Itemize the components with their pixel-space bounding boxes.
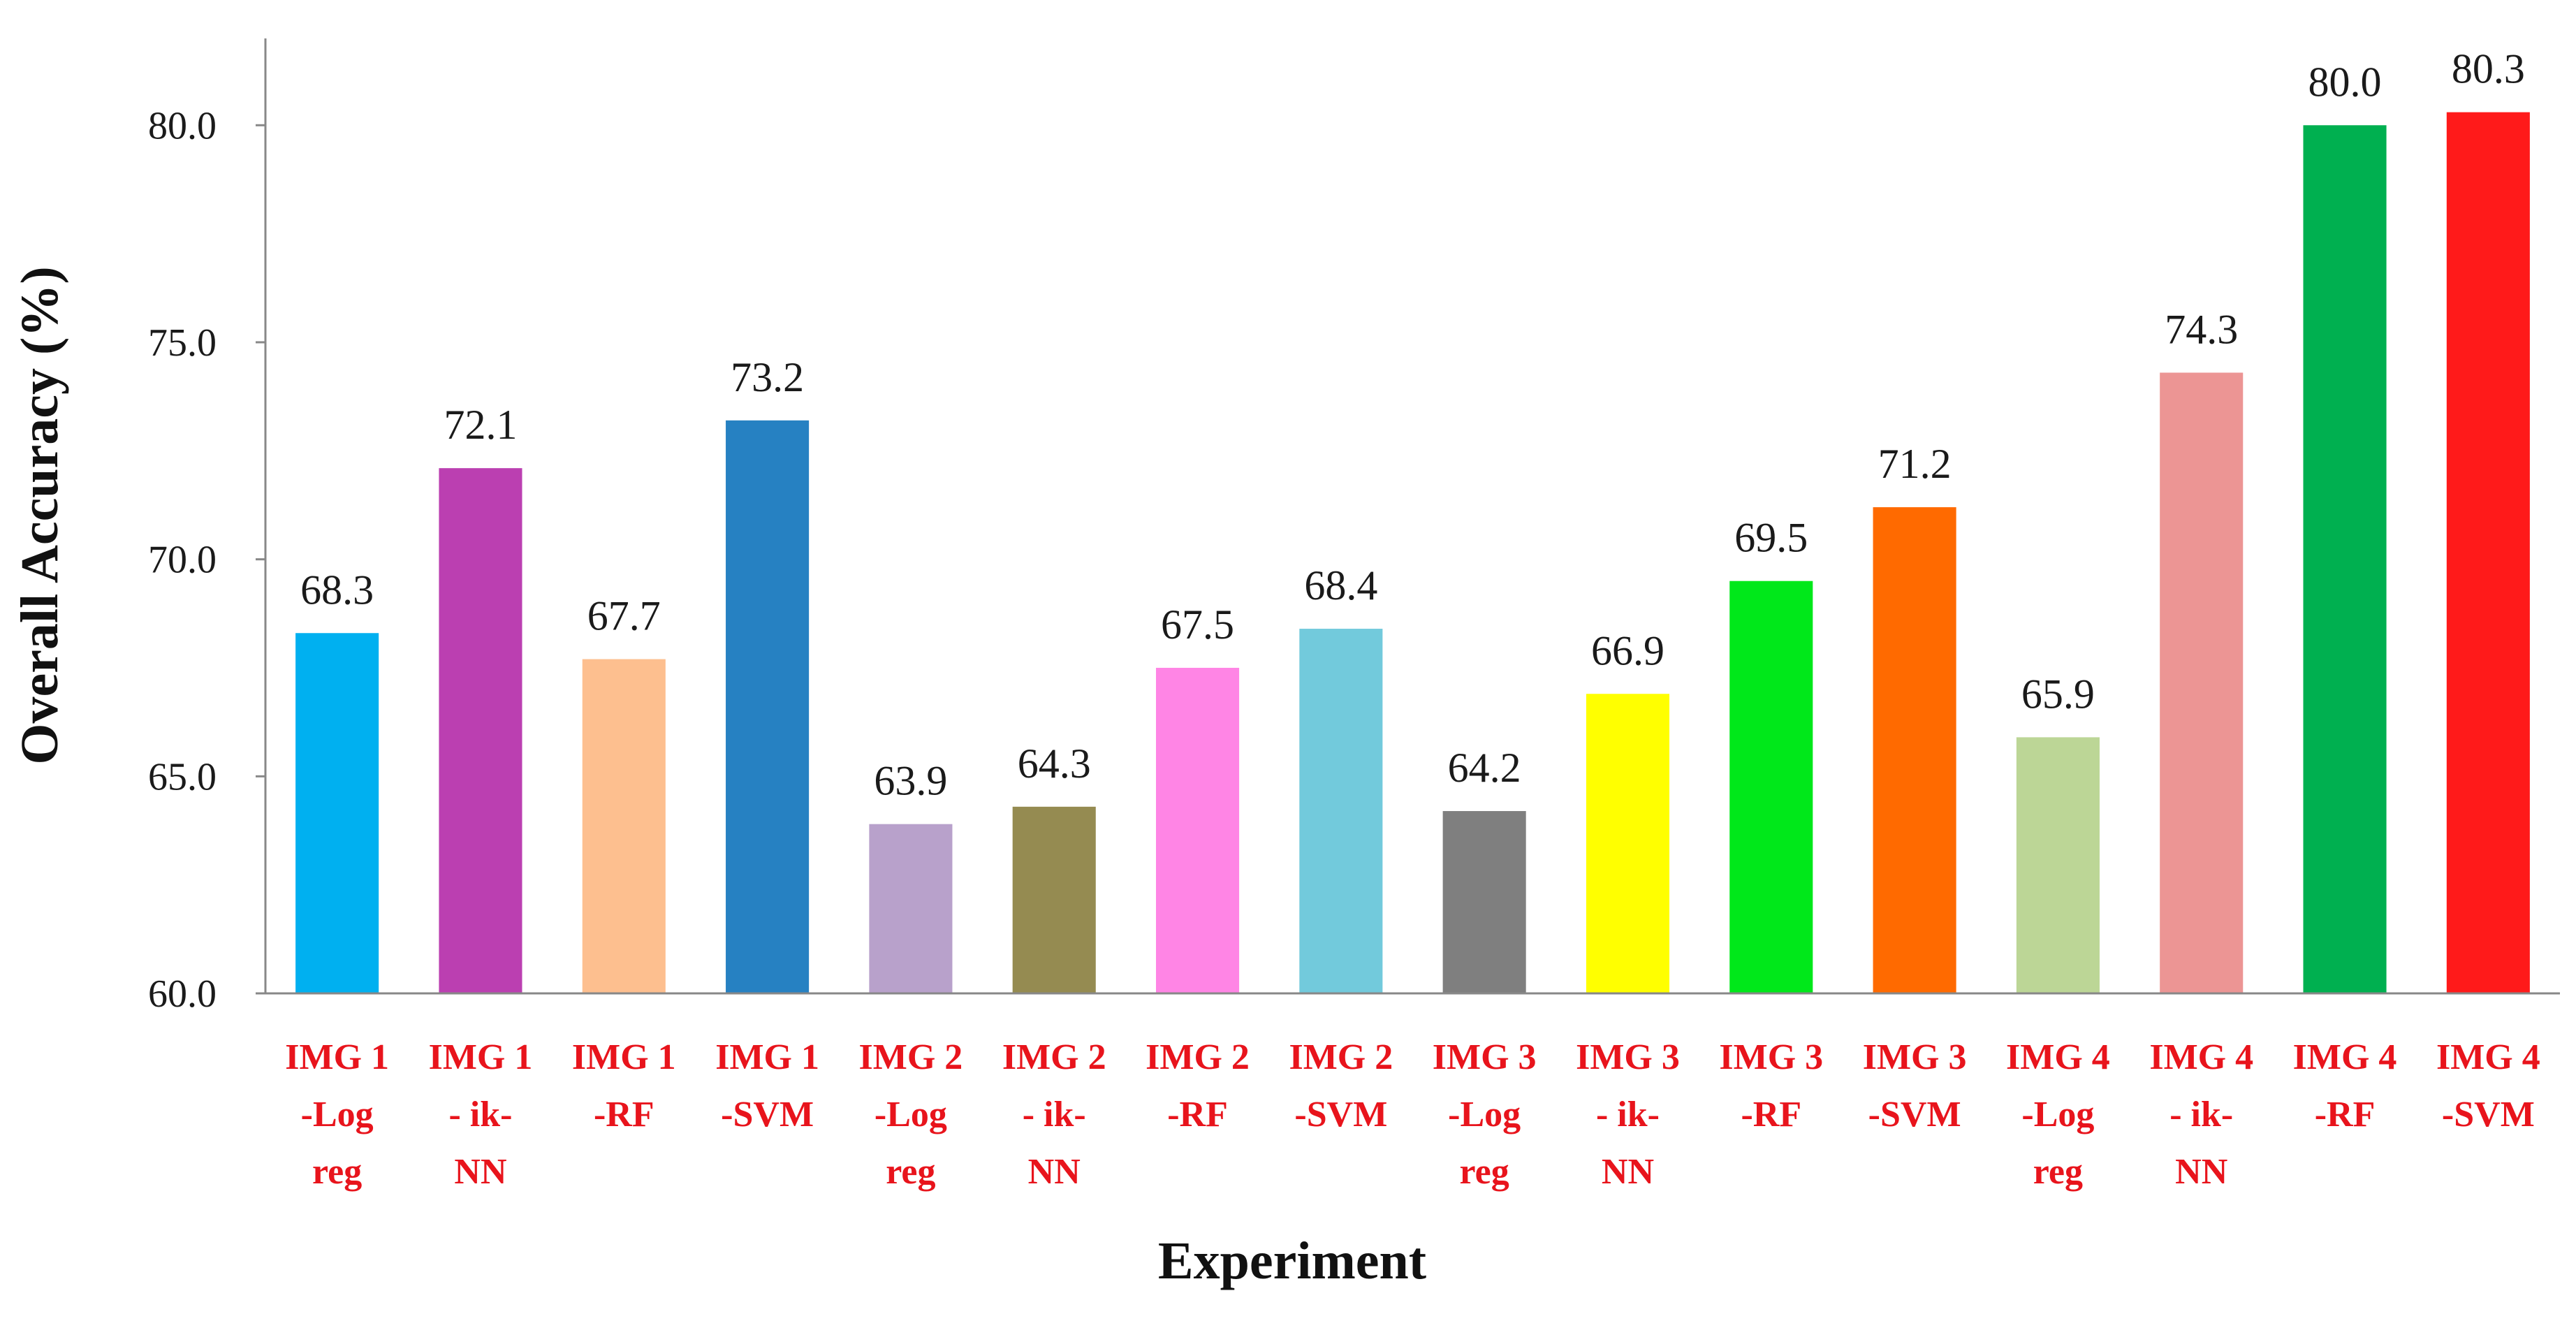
bar xyxy=(1012,806,1096,993)
data-label: 80.3 xyxy=(2452,46,2525,92)
x-tick-label: IMG 3 xyxy=(1719,1037,1823,1077)
x-tick-label: -SVM xyxy=(1868,1095,1961,1134)
x-tick-label: -SVM xyxy=(721,1095,814,1134)
bar xyxy=(439,468,522,993)
bar xyxy=(582,659,666,993)
data-label: 71.2 xyxy=(1878,441,1952,487)
bar xyxy=(1155,667,1240,993)
x-tick-label: IMG 4 xyxy=(2006,1037,2110,1077)
data-label: 63.9 xyxy=(874,758,947,804)
x-tick-label: IMG 4 xyxy=(2293,1037,2397,1077)
y-tick-label: 65.0 xyxy=(148,755,217,798)
x-tick-label: IMG 3 xyxy=(1433,1037,1537,1077)
bar xyxy=(869,824,953,993)
data-label: 68.3 xyxy=(300,567,374,613)
data-label: 73.2 xyxy=(731,354,804,400)
data-label: 80.0 xyxy=(2308,59,2382,105)
x-tick-label: -Log xyxy=(874,1095,947,1134)
x-tick-label: reg xyxy=(886,1152,935,1192)
bar xyxy=(1586,694,1670,993)
x-tick-label: IMG 2 xyxy=(1002,1037,1106,1077)
category-labels: IMG 1 -Log reg IMG 1 - ik- NN IMG 1 -RF IMG 1 -SV… xyxy=(285,1037,2540,1192)
data-label: 72.1 xyxy=(444,402,517,448)
x-tick-label: IMG 1 xyxy=(429,1037,533,1077)
x-tick-label: IMG 1 xyxy=(285,1037,389,1077)
x-tick-label: - ik- xyxy=(1023,1095,1086,1134)
x-tick-label: -Log xyxy=(301,1095,374,1134)
x-tick-label: -Log xyxy=(1448,1095,1521,1134)
y-tick-label: 75.0 xyxy=(148,321,217,365)
data-label: 65.9 xyxy=(2021,671,2095,717)
x-tick-label: reg xyxy=(312,1152,362,1192)
bar xyxy=(1299,629,1383,993)
bar xyxy=(295,633,379,993)
data-label: 64.2 xyxy=(1448,745,1521,791)
bar xyxy=(2160,372,2244,993)
y-axis-title: Overall Accuracy (%) xyxy=(10,266,69,764)
x-tick-label: IMG 3 xyxy=(1863,1037,1967,1077)
x-tick-label: IMG 4 xyxy=(2149,1037,2253,1077)
data-label: 67.7 xyxy=(587,593,661,639)
x-tick-label: -SVM xyxy=(1294,1095,1387,1134)
x-tick-label: -Log xyxy=(2021,1095,2094,1134)
x-tick-label: IMG 1 xyxy=(715,1037,819,1077)
data-label: 66.9 xyxy=(1591,627,1664,673)
bar xyxy=(1729,581,1813,993)
x-tick-label: -RF xyxy=(2315,1095,2376,1134)
bar xyxy=(726,420,810,993)
x-tick-label: IMG 2 xyxy=(1146,1037,1250,1077)
x-tick-label: - ik- xyxy=(2169,1095,2233,1134)
value-labels: 68.3 72.1 67.7 73.2 63.9 64.3 67.5 68.4 64.2 66.9… xyxy=(300,46,2525,804)
x-tick-label: IMG 2 xyxy=(1289,1037,1393,1077)
bar xyxy=(2446,112,2530,993)
x-axis-title: Experiment xyxy=(1158,1232,1426,1290)
y-tick-label: 60.0 xyxy=(148,972,217,1016)
x-tick-label: NN xyxy=(454,1152,506,1192)
y-tick-label: 70.0 xyxy=(148,539,217,582)
x-tick-label: IMG 3 xyxy=(1576,1037,1680,1077)
data-label: 67.5 xyxy=(1161,601,1234,648)
data-label: 69.5 xyxy=(1734,515,1808,561)
x-tick-label: - ik- xyxy=(1596,1095,1660,1134)
x-tick-label: NN xyxy=(1028,1152,1081,1192)
bar xyxy=(1873,507,1956,993)
bars xyxy=(295,112,2530,994)
bar xyxy=(2016,737,2100,993)
x-tick-label: NN xyxy=(1602,1152,1654,1192)
x-tick-label: - ik- xyxy=(448,1095,512,1134)
x-tick-label: reg xyxy=(2033,1152,2083,1192)
x-tick-label: -RF xyxy=(594,1095,654,1134)
x-tick-label: -RF xyxy=(1167,1095,1228,1134)
x-tick-label: -RF xyxy=(1741,1095,1801,1134)
x-tick-label: reg xyxy=(1460,1152,1509,1192)
x-tick-label: IMG 4 xyxy=(2436,1037,2540,1077)
bar xyxy=(1442,811,1526,993)
y-tick-label: 80.0 xyxy=(148,104,217,147)
x-tick-label: IMG 2 xyxy=(859,1037,963,1077)
y-axis-ticks: 60.0 65.0 70.0 75.0 80.0 xyxy=(148,104,265,1016)
data-label: 64.3 xyxy=(1018,740,1091,787)
data-label: 74.3 xyxy=(2165,306,2238,352)
x-tick-label: -SVM xyxy=(2442,1095,2535,1134)
data-label: 68.4 xyxy=(1304,562,1377,608)
x-tick-label: NN xyxy=(2175,1152,2227,1192)
bar xyxy=(2303,125,2387,994)
x-tick-label: IMG 1 xyxy=(572,1037,676,1077)
